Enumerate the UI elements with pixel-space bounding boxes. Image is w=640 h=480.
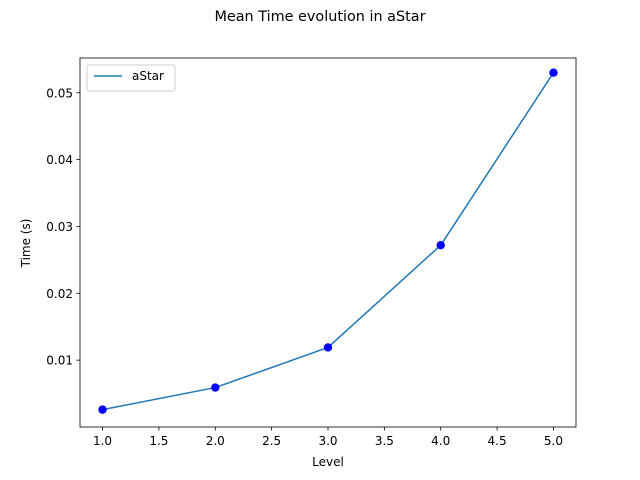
x-tick-label: 2.5 (262, 434, 281, 448)
y-tick-label: 0.01 (46, 354, 73, 368)
x-tick-label: 3.0 (318, 434, 337, 448)
legend-box (86, 64, 176, 92)
x-tick-label: 4.0 (431, 434, 450, 448)
x-tick-label: 2.0 (206, 434, 225, 448)
y-axis-ticks: 0.01 0.02 0.03 0.04 0.05 (46, 86, 80, 368)
y-tick-label: 0.02 (46, 287, 73, 301)
y-tick-label: 0.04 (46, 153, 73, 167)
series-layer (98, 68, 558, 414)
x-axis-label: Level (312, 455, 344, 469)
chart-title: Mean Time evolution in aStar (214, 9, 425, 25)
x-axis-ticks: 1.0 1.5 2.0 2.5 3.0 3.5 4.0 4.5 5.0 (93, 427, 563, 448)
plot-area: 1.0 1.5 2.0 2.5 3.0 3.5 4.0 4.5 5.0 0.01 0.02 0.03… (46, 57, 577, 448)
y-tick-label: 0.05 (46, 86, 73, 100)
x-tick-label: 4.5 (488, 434, 507, 448)
x-tick-label: 5.0 (544, 434, 563, 448)
data-point (549, 68, 558, 77)
x-tick-label: 3.5 (375, 434, 394, 448)
y-tick-label: 0.03 (46, 220, 73, 234)
data-point (323, 343, 333, 352)
y-axis-label: Time (s) (19, 219, 33, 269)
data-point (211, 383, 220, 392)
data-point (98, 405, 107, 414)
x-tick-label: 1.0 (93, 434, 112, 448)
data-point (436, 240, 445, 250)
legend: aStar (86, 64, 176, 92)
x-tick-label: 1.5 (149, 434, 168, 448)
legend-label-astar: aStar (132, 69, 164, 83)
